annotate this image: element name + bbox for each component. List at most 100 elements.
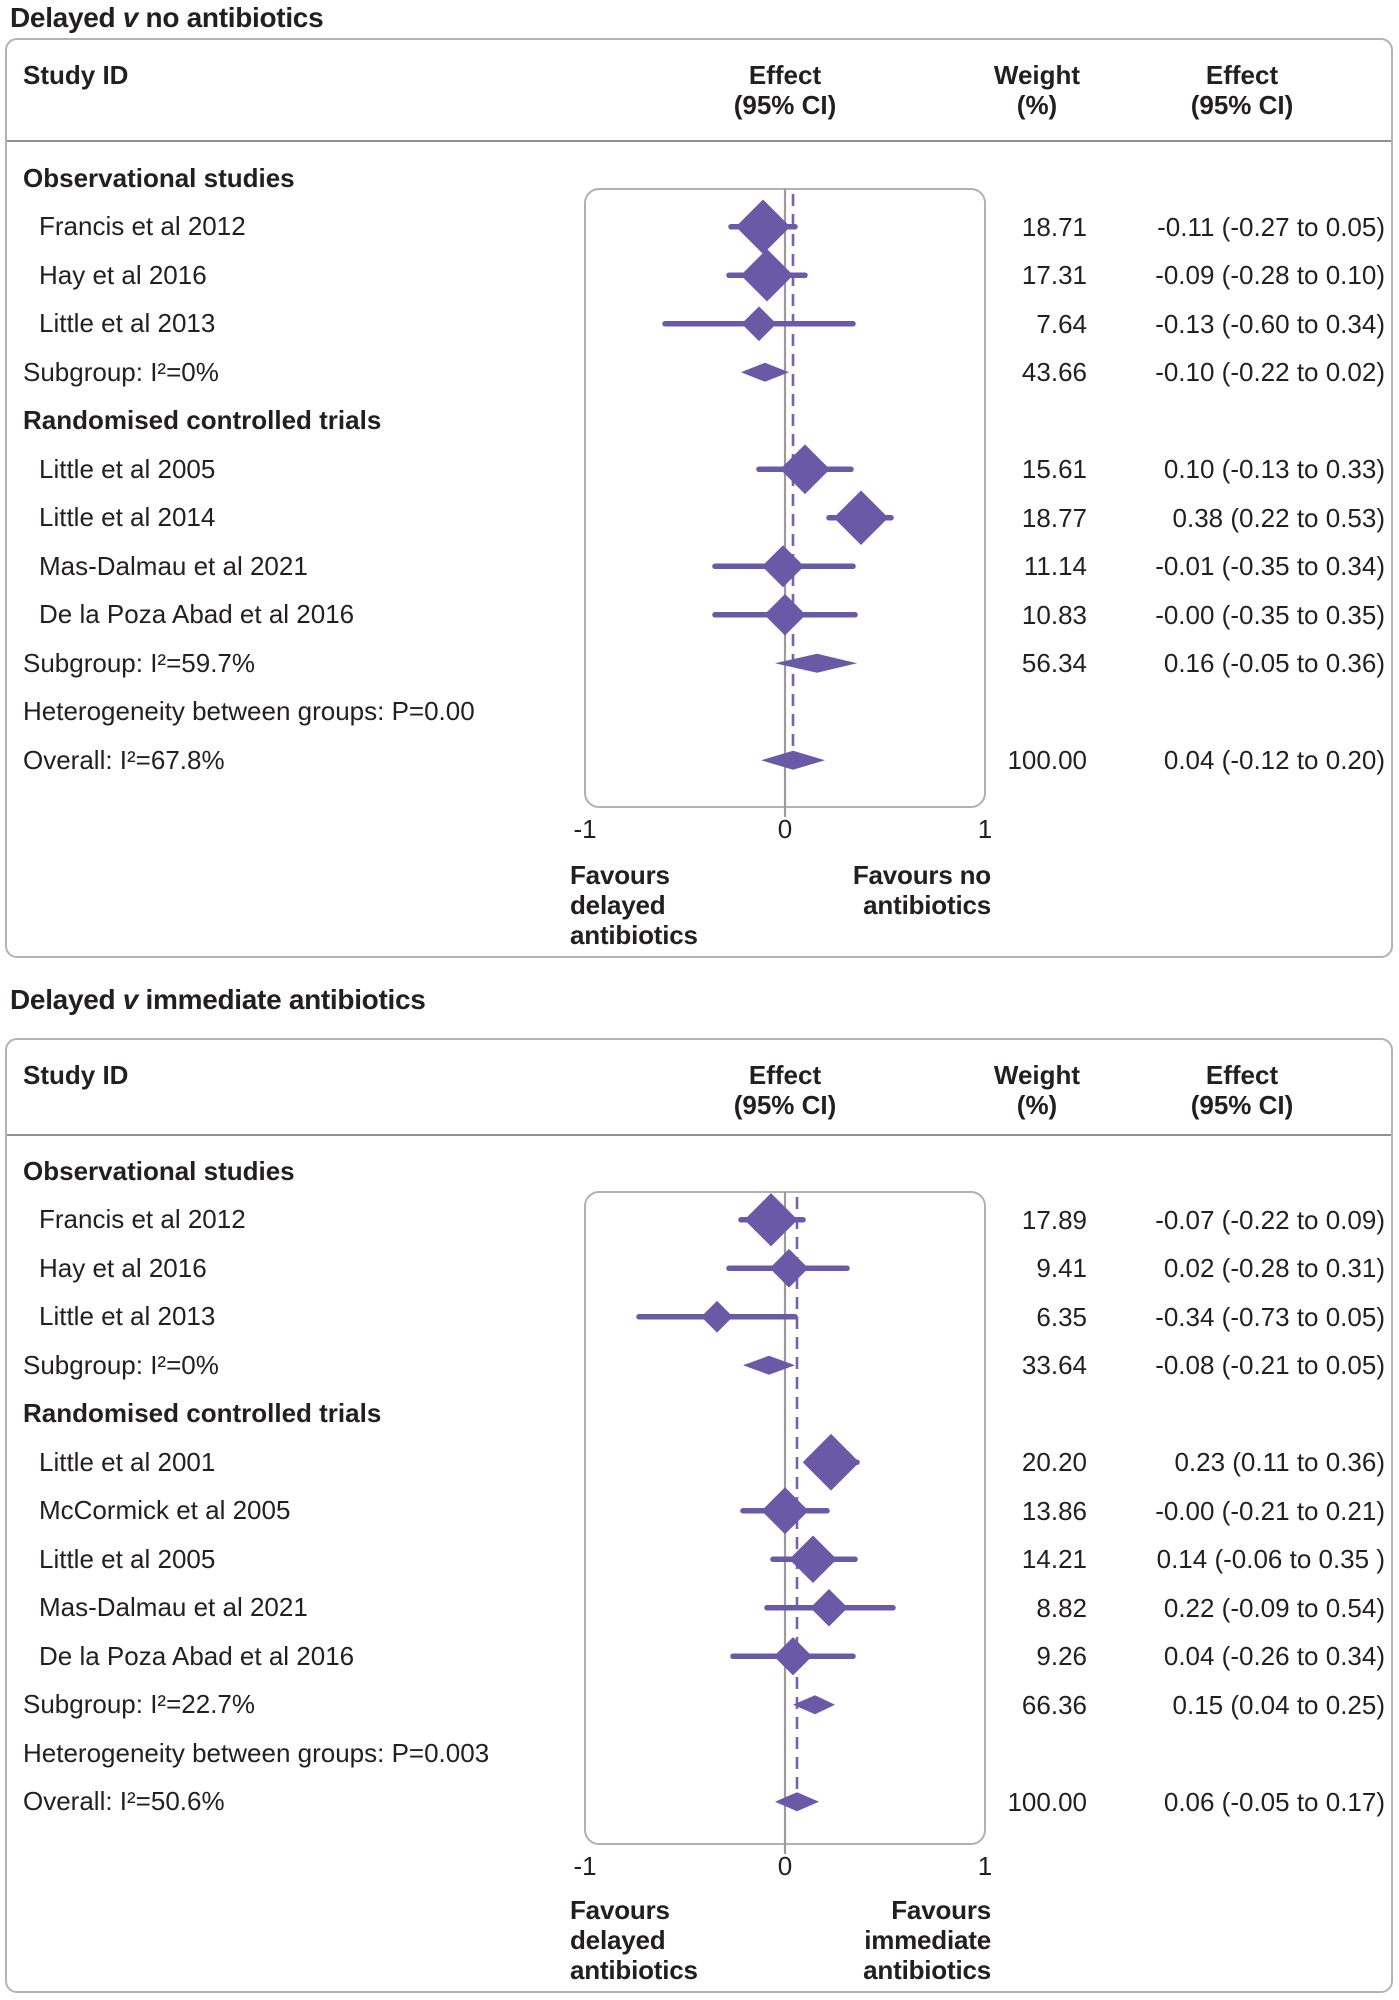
weight-value: 6.35 <box>1036 1301 1087 1332</box>
column-header-study-id: Study ID <box>23 1060 129 1090</box>
plot-box <box>584 188 986 808</box>
weight-value: 13.86 <box>1021 1495 1087 1526</box>
study-label: Mas-Dalmau et al 2021 <box>39 1592 308 1623</box>
heterogeneity-note: Heterogeneity between groups: P=0.00 <box>23 696 475 727</box>
weight-value: 14.21 <box>1021 1544 1087 1574</box>
study-label: Little et al 2001 <box>39 1446 216 1477</box>
column-header-effect-line2: (95% CI) <box>733 1090 837 1120</box>
study-label: Francis et al 2012 <box>39 211 246 242</box>
effect-ci-value: 0.14 (-0.06 to 0.35 ) <box>1156 1544 1385 1574</box>
overall-label: Overall: I²=67.8% <box>23 744 225 775</box>
column-header-effect-line1: Effect <box>748 1060 822 1090</box>
favours-left-label: Favours delayed antibiotics <box>570 860 698 950</box>
study-label: Little et al 2005 <box>39 1543 216 1574</box>
effect-ci-value: -0.01 (-0.35 to 0.34) <box>1155 551 1385 581</box>
favours-left-line: delayed <box>570 1925 666 1955</box>
weight-value: 9.41 <box>1036 1253 1087 1283</box>
favours-right-label: Favours no antibiotics <box>853 860 991 920</box>
effect-ci-value: 0.16 (-0.05 to 0.36) <box>1163 648 1385 678</box>
column-header-effect-ci-line2: (95% CI) <box>1190 1090 1294 1120</box>
panel2-title-post: immediate antibiotics <box>138 984 426 1015</box>
header-separator <box>7 140 1391 142</box>
effect-diamond <box>789 1535 837 1583</box>
group-header: Randomised controlled trials <box>23 1398 382 1429</box>
column-header-weight-line2: (%) <box>1016 90 1058 120</box>
overall-pooled-diamond <box>761 750 825 770</box>
weight-value: 15.61 <box>1021 454 1087 484</box>
favours-right-line: antibiotics <box>863 890 991 920</box>
subgroup-pooled-diamond <box>775 653 857 673</box>
subgroup-label: Subgroup: I²=0% <box>23 1349 219 1380</box>
study-label: McCormick et al 2005 <box>39 1495 291 1526</box>
weight-value: 33.64 <box>1021 1350 1087 1380</box>
effect-ci-value: -0.34 (-0.73 to 0.05) <box>1155 1301 1385 1332</box>
effect-ci-value: 0.23 (0.11 to 0.36) <box>1174 1447 1385 1477</box>
effect-ci-value: 0.38 (0.22 to 0.53) <box>1172 502 1385 533</box>
effect-ci-value: 0.06 (-0.05 to 0.17) <box>1163 1786 1385 1817</box>
effect-ci-value: 0.04 (-0.26 to 0.34) <box>1163 1641 1385 1671</box>
column-header-weight-line1: Weight <box>993 60 1081 90</box>
weight-value: 56.34 <box>1021 648 1087 678</box>
panel1-title-post: no antibiotics <box>138 2 324 33</box>
weight-value: 7.64 <box>1036 308 1087 339</box>
weight-value: 100.00 <box>1007 745 1087 775</box>
study-label: Little et al 2005 <box>39 453 216 484</box>
column-header-weight-line2: (%) <box>1016 1090 1058 1120</box>
effect-diamond <box>735 199 791 255</box>
effect-ci-value: 0.22 (-0.09 to 0.54) <box>1163 1592 1385 1623</box>
weight-value: 17.31 <box>1021 260 1087 290</box>
effect-diamond <box>764 594 806 636</box>
effect-ci-value: 0.04 (-0.12 to 0.20) <box>1163 745 1385 775</box>
study-label: De la Poza Abad et al 2016 <box>39 599 355 630</box>
favours-right-line: Favours <box>891 1895 991 1925</box>
weight-value: 66.36 <box>1021 1689 1087 1720</box>
column-header-effect-plot: Effect (95% CI) <box>585 1060 985 1120</box>
panel2-title-pre: Delayed <box>10 984 123 1015</box>
column-header-weight: Weight (%) <box>962 1060 1112 1120</box>
effect-diamond <box>761 545 805 588</box>
group-header: Observational studies <box>23 1155 295 1186</box>
favours-left-line: antibiotics <box>570 920 698 950</box>
effect-ci-value: -0.00 (-0.21 to 0.21) <box>1155 1495 1385 1526</box>
forest-panel-delayed-vs-immediate-antibiotics: Study ID Effect (95% CI) Weight (%) Effe… <box>5 1038 1393 1993</box>
axis-tick-plus1: 1 <box>977 814 993 844</box>
study-label: De la Poza Abad et al 2016 <box>39 1640 355 1671</box>
subgroup-label: Subgroup: I²=0% <box>23 356 219 387</box>
axis-tick-minus1: -1 <box>573 814 597 844</box>
subgroup-pooled-diamond <box>743 1355 795 1375</box>
panel1-title-versus: v <box>122 2 139 33</box>
weight-value: 8.82 <box>1036 1592 1087 1623</box>
weight-value: 17.89 <box>1021 1204 1087 1235</box>
effect-ci-value: -0.07 (-0.22 to 0.09) <box>1155 1204 1385 1235</box>
favours-right-line: immediate <box>864 1925 991 1955</box>
effect-diamond <box>761 1487 809 1535</box>
effect-diamond <box>701 1300 733 1333</box>
study-label: Hay et al 2016 <box>39 259 207 290</box>
effect-diamond <box>741 306 777 342</box>
axis-tick-plus1: 1 <box>977 1851 993 1881</box>
weight-value: 10.83 <box>1021 599 1087 630</box>
column-header-effect-line1: Effect <box>748 60 822 90</box>
weight-value: 11.14 <box>1023 551 1087 581</box>
column-header-effect-ci: Effect (95% CI) <box>1102 1060 1382 1120</box>
effect-ci-value: -0.00 (-0.35 to 0.35) <box>1155 599 1385 630</box>
header-separator <box>7 1134 1391 1136</box>
study-label: Little et al 2013 <box>39 1301 216 1332</box>
group-header: Observational studies <box>23 162 295 193</box>
column-header-study-id: Study ID <box>23 60 129 90</box>
overall-pooled-diamond <box>775 1792 819 1812</box>
weight-value: 9.26 <box>1036 1641 1087 1671</box>
plot-box <box>584 1191 986 1845</box>
effect-diamond <box>833 490 889 546</box>
weight-value: 18.77 <box>1021 502 1087 533</box>
weight-value: 20.20 <box>1021 1447 1087 1477</box>
effect-ci-value: 0.15 (0.04 to 0.25) <box>1172 1689 1385 1720</box>
panel1-title-pre: Delayed <box>10 2 123 33</box>
panel2-title-versus: v <box>122 984 139 1015</box>
effect-ci-value: -0.09 (-0.28 to 0.10) <box>1155 260 1385 290</box>
favours-left-line: Favours <box>570 1895 670 1925</box>
study-label: Hay et al 2016 <box>39 1252 207 1283</box>
favours-left-line: antibiotics <box>570 1955 698 1985</box>
subgroup-label: Subgroup: I²=22.7% <box>23 1689 255 1720</box>
